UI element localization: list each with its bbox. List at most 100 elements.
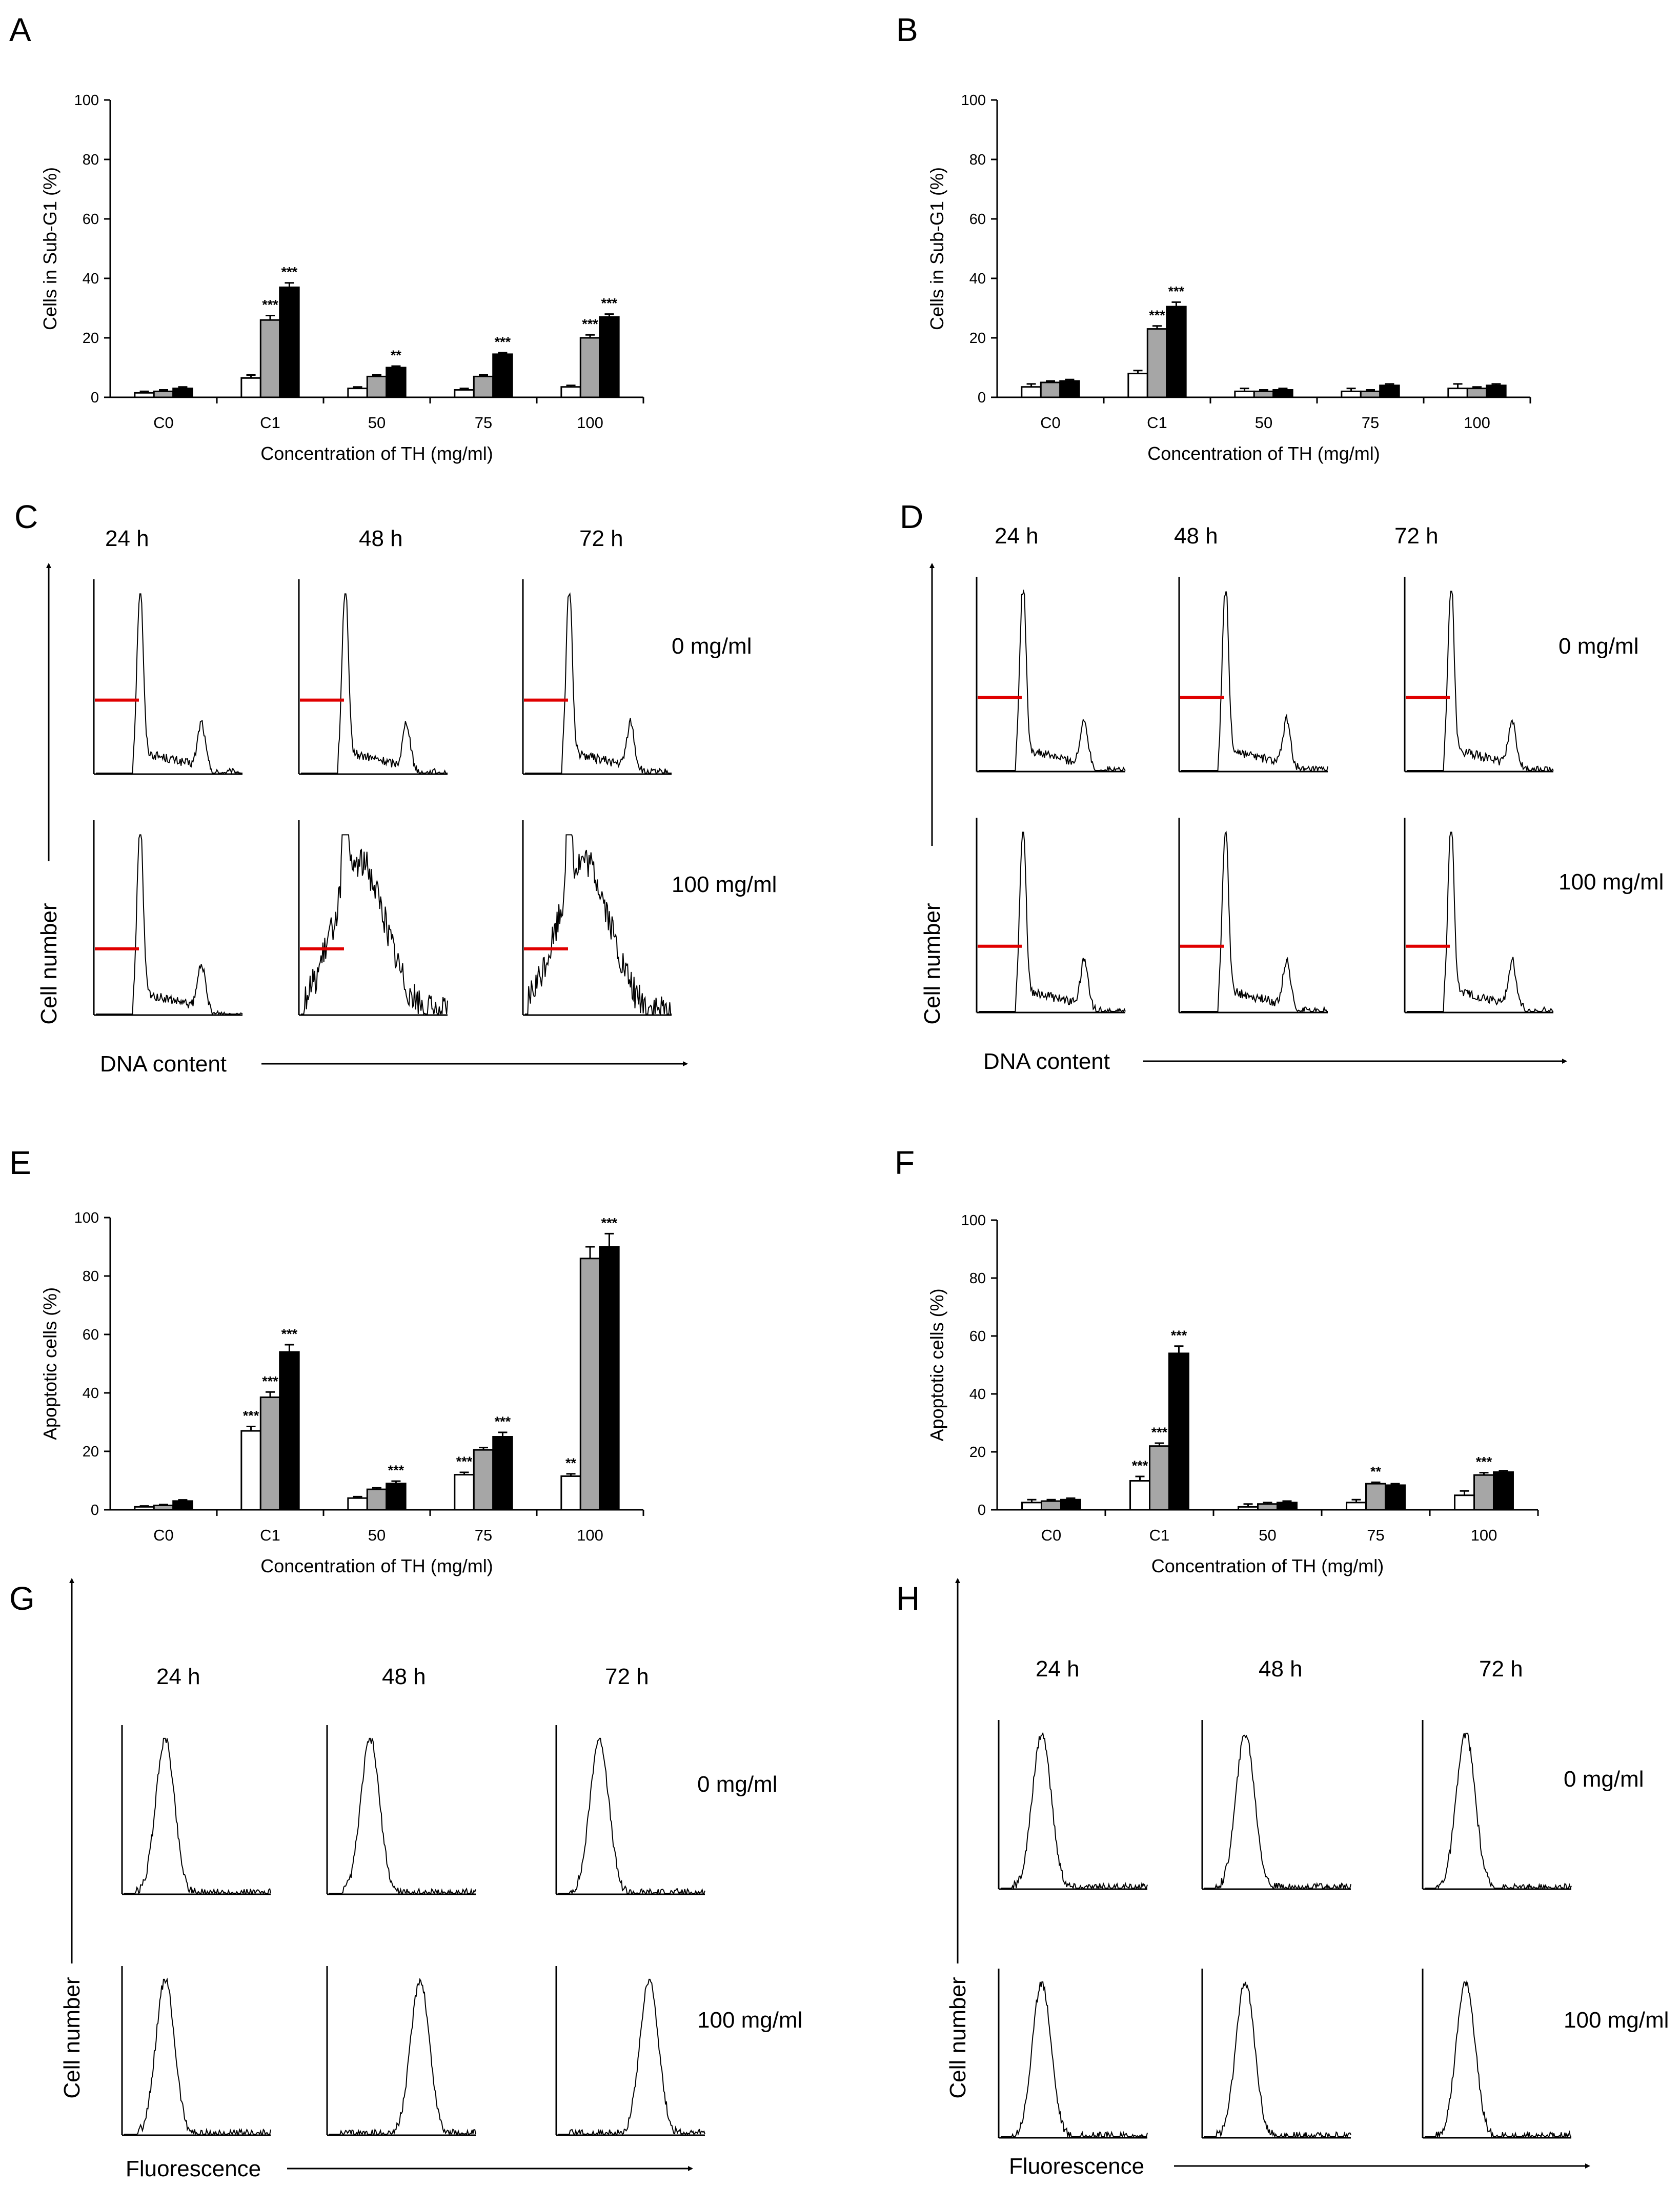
time-label-48h: 48 h — [382, 1664, 426, 1689]
bar-a-C1-s0 — [240, 377, 261, 398]
time-label-72h: 72 h — [1479, 1656, 1523, 1682]
time-label-48h: 48 h — [359, 526, 403, 551]
concentration-label: 100 mg/ml — [697, 2008, 802, 2033]
category-label: C0 — [153, 1526, 174, 1544]
histogram-d-r0-c0 — [976, 577, 1126, 773]
bar-e-C1-s1 — [259, 1396, 281, 1511]
bar-b-100-s2 — [1486, 384, 1507, 398]
bar-f-C0-s1 — [1041, 1500, 1062, 1511]
bar-a-75-s0 — [454, 389, 475, 398]
histogram-h-r0-c1 — [1201, 1720, 1351, 1890]
x-axis-title: Concentration of TH (mg/ml) — [1147, 443, 1380, 464]
category-label: C0 — [1041, 1526, 1062, 1544]
significance-marker: *** — [1151, 1425, 1168, 1440]
histogram-c-r1-c2 — [522, 820, 672, 1016]
panel-letter-f: F — [895, 1144, 915, 1181]
bar-chart-sub-g1-b: 0 20 40 60 80 100 Cells in Sub-G1 (%) Concentra… — [926, 92, 1531, 464]
category-label: 50 — [1259, 1526, 1276, 1544]
time-label-48h: 48 h — [1174, 523, 1218, 549]
concentration-label: 100 mg/ml — [1558, 869, 1664, 895]
bar-f-100-s1 — [1473, 1474, 1494, 1511]
bar-a-C0-s0 — [134, 392, 155, 398]
category-label: 50 — [1255, 414, 1272, 432]
bar-e-C0-s1 — [153, 1504, 174, 1511]
histogram-c-r0-c0 — [93, 579, 242, 775]
histogram-d-r1-c0 — [976, 818, 1126, 1014]
histogram-trace — [96, 834, 243, 1016]
y-tick-label: 60 — [83, 211, 99, 228]
significance-marker: *** — [1149, 308, 1165, 323]
y-tick-label: 0 — [978, 1502, 986, 1518]
significance-marker: *** — [601, 1215, 618, 1230]
significance-marker: *** — [388, 1463, 404, 1478]
histogram-trace — [1425, 1732, 1572, 1890]
dna-content-label: DNA content — [983, 1049, 1110, 1074]
bar-b-C1-s0 — [1127, 373, 1148, 398]
y-tick-label: 100 — [961, 1212, 986, 1229]
category-label: C1 — [260, 1526, 280, 1544]
histogram-h-r1-c0 — [998, 1969, 1148, 2139]
flow-panel-h: Cell number Fluorescence 24 h 48 h 72 h 0 mg/… — [945, 1578, 1669, 2179]
bar-b-100-s0 — [1447, 388, 1468, 398]
bar-e-C0-s0 — [134, 1506, 155, 1511]
time-label-48h: 48 h — [1259, 1656, 1303, 1682]
y-tick-label: 100 — [961, 92, 986, 109]
histogram-trace — [124, 1977, 271, 2136]
x-axis-title: Concentration of TH (mg/ml) — [1151, 1555, 1384, 1576]
concentration-label: 0 mg/ml — [697, 1772, 777, 1797]
time-label-24h: 24 h — [995, 523, 1039, 549]
bar-f-C0-s0 — [1021, 1502, 1043, 1511]
histogram-h-r1-c2 — [1422, 1969, 1571, 2139]
histogram-d-r0-c2 — [1404, 577, 1554, 773]
histogram-trace — [979, 832, 1126, 1013]
y-tick-label: 80 — [83, 152, 99, 168]
histogram-trace — [124, 1737, 271, 1895]
x-axis-title: Concentration of TH (mg/ml) — [260, 1555, 493, 1576]
histogram-trace — [525, 834, 672, 1016]
histogram-trace — [1407, 591, 1554, 772]
histogram-trace — [1425, 1980, 1571, 2139]
y-tick-label: 0 — [91, 390, 99, 406]
bar-b-75-s0 — [1341, 390, 1362, 398]
bar-a-C1-s1 — [259, 319, 281, 398]
bar-b-C1-s1 — [1146, 328, 1168, 398]
bar-a-50-s1 — [366, 375, 388, 398]
bar-a-C0-s2 — [172, 388, 193, 398]
category-label: 100 — [577, 414, 603, 432]
significance-marker: *** — [1168, 284, 1185, 299]
bar-b-C0-s0 — [1021, 386, 1042, 398]
panel-letter-a: A — [9, 11, 31, 48]
bar-b-C0-s2 — [1059, 380, 1080, 398]
bar-f-75-s2 — [1384, 1484, 1406, 1511]
histogram-trace — [1407, 832, 1554, 1012]
significance-marker: *** — [601, 296, 618, 311]
bar-a-75-s2 — [492, 353, 513, 398]
bar-f-50-s0 — [1238, 1506, 1259, 1511]
histogram-trace — [96, 593, 242, 775]
bar-b-100-s1 — [1466, 388, 1488, 398]
fluorescence-label: Fluorescence — [126, 2156, 261, 2181]
cell-number-label: Cell number — [59, 1977, 85, 2098]
y-tick-label: 20 — [83, 1444, 99, 1460]
bar-e-75-s2 — [492, 1436, 513, 1511]
bar-e-C1-s2 — [279, 1351, 300, 1511]
y-tick-label: 20 — [969, 1444, 986, 1461]
bar-f-100-s0 — [1454, 1494, 1475, 1511]
bar-b-50-s0 — [1234, 390, 1255, 398]
category-label: 75 — [475, 1526, 492, 1544]
bar-f-C0-s2 — [1060, 1498, 1081, 1511]
bar-f-100-s2 — [1492, 1471, 1514, 1511]
histogram-trace — [329, 1737, 476, 1895]
histogram-trace — [1204, 1734, 1351, 1890]
histogram-trace — [1001, 1981, 1148, 2138]
significance-marker: *** — [456, 1454, 473, 1469]
y-tick-label: 80 — [83, 1268, 99, 1285]
histogram-c-r0-c1 — [298, 579, 448, 775]
bar-b-50-s1 — [1253, 390, 1274, 398]
category-label: 100 — [1471, 1526, 1497, 1544]
bar-b-C1-s2 — [1166, 306, 1187, 398]
bar-e-C0-s2 — [172, 1500, 193, 1511]
category-label: C1 — [1149, 1526, 1170, 1544]
time-label-24h: 24 h — [1036, 1656, 1080, 1682]
bar-a-50-s2 — [386, 367, 407, 398]
